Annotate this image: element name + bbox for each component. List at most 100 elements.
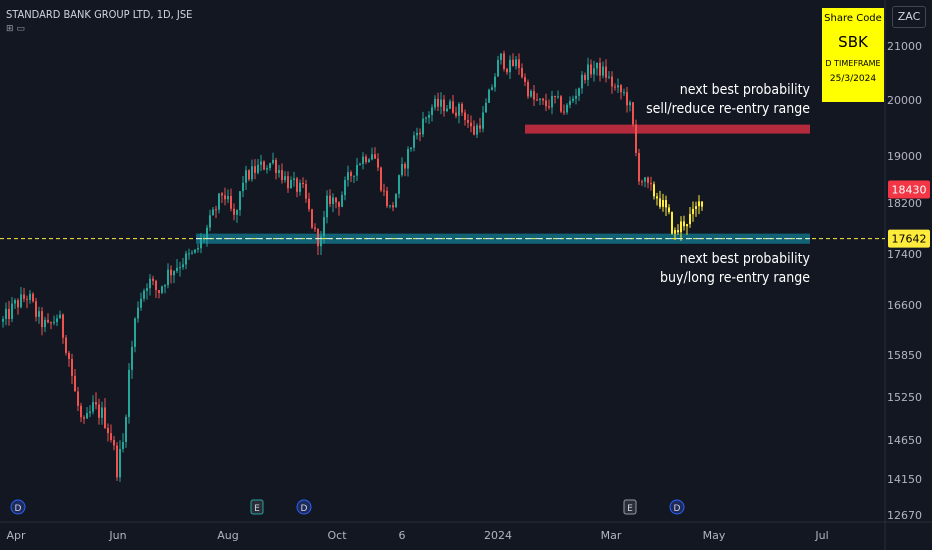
candle-body [164, 285, 166, 287]
candle-body [665, 200, 667, 208]
candle-body [323, 217, 325, 237]
candle-body [209, 215, 211, 228]
candle-body [68, 352, 70, 359]
candle-body [647, 177, 649, 183]
candle-body [509, 59, 511, 73]
candle-body [89, 411, 91, 414]
candle-body [56, 318, 58, 323]
candle-body [23, 294, 25, 299]
candle-body [347, 172, 349, 181]
y-tick-label: 14650 [887, 434, 922, 447]
candle-body [623, 92, 625, 94]
candle-body [260, 161, 262, 165]
candle-body [674, 230, 676, 234]
dividend-marker[interactable]: D [10, 499, 26, 515]
date-label: 25/3/2024 [829, 74, 877, 84]
y-tick-label: 12670 [887, 509, 922, 522]
candle-body [275, 159, 277, 173]
currency-label[interactable]: ZAC [892, 6, 926, 28]
candle-body [656, 196, 658, 199]
candle-body [17, 300, 19, 308]
candle-body [146, 288, 148, 291]
candle-body [500, 53, 502, 60]
candle-body [65, 337, 67, 353]
candle-body [410, 147, 412, 150]
dividend-marker[interactable]: D [296, 499, 312, 515]
candle-body [572, 98, 574, 101]
candle-body [287, 176, 289, 189]
dividend-marker[interactable]: D [669, 499, 685, 515]
candle-body [116, 445, 118, 478]
candle-body [626, 92, 628, 106]
x-tick-label: Oct [327, 529, 347, 542]
candle-body [434, 98, 436, 108]
candle-body [617, 85, 619, 88]
candle-body [455, 112, 457, 116]
x-tick-label: Aug [217, 529, 238, 542]
candle-body [659, 198, 661, 207]
candle-body [113, 439, 115, 446]
candle-body [485, 102, 487, 113]
candle-body [422, 118, 424, 135]
symbol-title[interactable]: STANDARD BANK GROUP LTD, 1D, JSE [6, 8, 193, 21]
candle-body [110, 433, 112, 440]
candle-body [152, 278, 154, 281]
candle-body [47, 319, 49, 323]
reference-price-tag: 17642 [892, 233, 927, 246]
candle-body [5, 308, 7, 319]
candle-body [368, 159, 370, 163]
candle-body [545, 100, 547, 107]
candle-body [386, 190, 388, 207]
x-tick-label: Jun [108, 529, 126, 542]
candle-body [650, 182, 652, 185]
candle-body [512, 59, 514, 67]
event-label: E [627, 504, 633, 514]
y-tick-label: 19000 [887, 150, 922, 163]
candle-body [290, 179, 292, 189]
reference-price-tag-bg [888, 229, 930, 248]
chart-tools-icon[interactable]: ⊞ ▭ [6, 24, 25, 34]
candle-body [167, 269, 169, 286]
candle-body [620, 85, 622, 93]
earnings-marker[interactable]: E [623, 499, 637, 515]
candle-body [404, 164, 406, 169]
x-tick-label: Apr [6, 529, 26, 542]
earnings-marker[interactable]: E [250, 499, 264, 515]
candle-body [308, 198, 310, 210]
candle-body [560, 96, 562, 112]
event-label: D [674, 504, 681, 514]
candle-body [320, 236, 322, 247]
x-tick-label: Jul [814, 529, 828, 542]
candle-body [2, 318, 4, 322]
candle-body [374, 154, 376, 159]
candle-body [80, 405, 82, 418]
candle-body [638, 152, 640, 182]
candle-body [230, 195, 232, 209]
candle-body [653, 184, 655, 197]
candle-body [335, 197, 337, 203]
candle-body [548, 106, 550, 108]
candle-body [371, 154, 373, 160]
candle-body [221, 193, 223, 196]
share-code-label: Share Code [824, 13, 882, 24]
y-tick-label: 18200 [887, 197, 922, 210]
candle-body [311, 209, 313, 228]
candle-body [197, 248, 199, 250]
candle-body [389, 205, 391, 207]
candle-body [479, 125, 481, 129]
candle-body [524, 77, 526, 82]
candle-body [173, 271, 175, 276]
share-code-box: Share Code SBK D TIMEFRAME 25/3/2024 [822, 8, 884, 102]
candle-body [476, 125, 478, 135]
candle-body [20, 294, 22, 308]
event-label: E [254, 504, 260, 514]
x-tick-label: Mar [601, 529, 622, 542]
candle-body [14, 300, 16, 304]
sell-annotation-line2: sell/reduce re-entry range [646, 101, 810, 117]
candle-body [671, 212, 673, 234]
candle-body [176, 267, 178, 272]
candle-body [257, 164, 259, 173]
candle-body [332, 197, 334, 204]
candle-body [599, 62, 601, 76]
